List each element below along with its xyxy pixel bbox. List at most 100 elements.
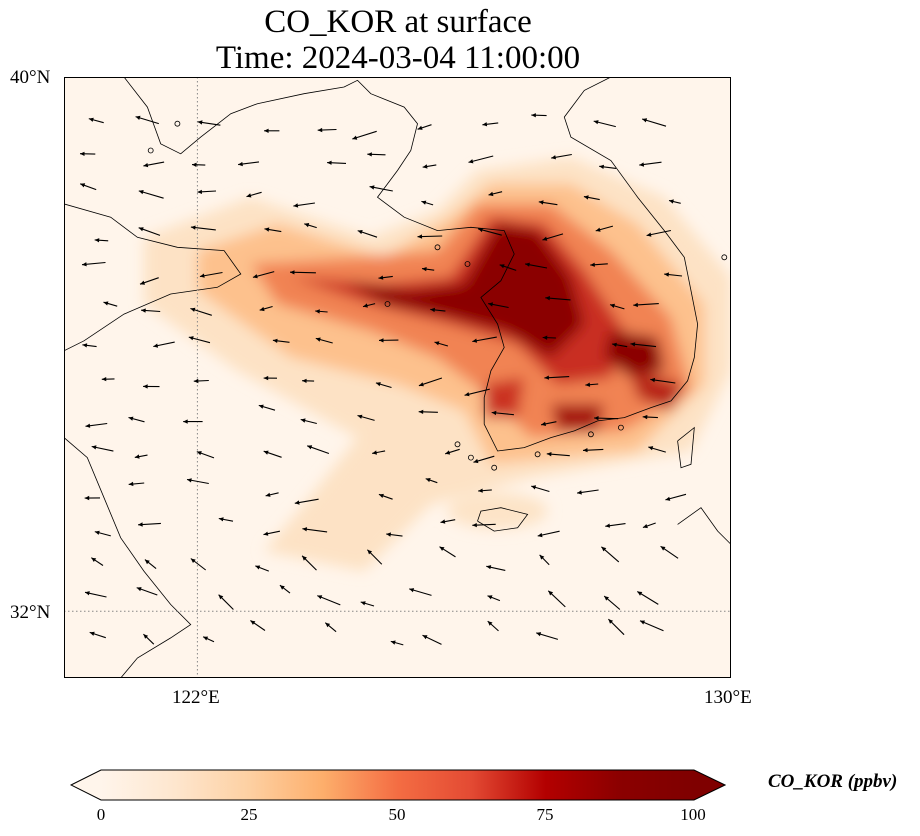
wind-vector — [264, 128, 280, 133]
co-concentration-region — [550, 404, 605, 431]
wind-vector — [141, 308, 161, 313]
wind-vector — [197, 189, 217, 194]
island — [491, 464, 498, 471]
wind-vector — [539, 554, 550, 566]
coastline — [64, 437, 192, 678]
wind-vector — [143, 161, 165, 168]
wind-vector — [186, 478, 209, 485]
wind-vector — [537, 530, 560, 538]
wind-vector — [440, 519, 456, 524]
wind-vector — [545, 296, 571, 301]
wind-vector — [540, 421, 557, 426]
colorbar-extend-low — [71, 770, 101, 800]
wind-vector — [263, 450, 282, 458]
wind-vector — [128, 481, 145, 487]
wind-vector — [246, 191, 262, 198]
wind-vector — [630, 342, 657, 348]
wind-vector — [422, 634, 442, 645]
wind-vector — [665, 493, 687, 501]
wind-vector — [315, 337, 333, 344]
wind-vector — [582, 448, 604, 453]
wind-vector — [135, 115, 159, 125]
wind-vector — [197, 120, 221, 126]
wind-vector — [390, 640, 404, 646]
wind-vector — [477, 227, 502, 236]
wind-vector — [193, 378, 209, 384]
wind-vector — [488, 302, 509, 309]
wind-vector — [90, 557, 104, 566]
wind-vector — [660, 545, 679, 559]
wind-vector — [199, 271, 223, 278]
map-frame — [64, 77, 731, 678]
wind-vector — [367, 152, 386, 157]
coastline — [677, 426, 695, 469]
wind-vector — [487, 620, 499, 632]
wind-vector — [536, 632, 559, 640]
wind-vector — [612, 342, 628, 348]
wind-vector — [434, 341, 449, 347]
wind-vector — [422, 164, 437, 169]
wind-vector — [134, 454, 148, 459]
wind-vector — [250, 620, 266, 631]
wind-vector — [639, 620, 664, 632]
wind-vector — [153, 341, 175, 348]
lat-tick-label: 40°N — [10, 67, 51, 88]
wind-vector — [599, 164, 617, 169]
wind-vector — [301, 555, 317, 571]
wind-vector — [252, 271, 275, 279]
wind-vector — [85, 422, 108, 428]
wind-vector — [583, 195, 600, 201]
wind-vector — [585, 382, 599, 387]
wind-vector — [94, 530, 111, 537]
wind-vector — [138, 522, 161, 527]
wind-vector — [88, 117, 104, 124]
wind-vector — [668, 199, 681, 204]
lon-tick-label: 122°E — [172, 687, 220, 708]
wind-vector — [491, 410, 514, 416]
wind-vector — [81, 261, 106, 267]
wind-vector — [378, 275, 393, 280]
wind-vector — [144, 559, 157, 570]
co-concentration-region — [604, 330, 665, 378]
wind-vector — [378, 493, 393, 500]
wind-vector — [664, 272, 683, 277]
wind-vector — [418, 409, 438, 414]
wind-vector — [255, 565, 269, 572]
wind-vector — [89, 631, 106, 639]
wind-vector — [417, 234, 443, 239]
wind-vector — [551, 153, 572, 160]
wind-vector — [264, 227, 282, 233]
wind-vector — [289, 270, 316, 275]
wind-vector — [196, 451, 215, 459]
wind-vector — [544, 375, 570, 380]
island — [588, 431, 594, 438]
wind-vector — [538, 200, 558, 206]
wind-vector — [327, 160, 347, 165]
wind-vector — [372, 450, 386, 455]
island — [454, 441, 461, 448]
wind-vector — [542, 335, 556, 340]
island — [467, 454, 474, 461]
wind-vector — [409, 588, 432, 596]
wind-vector — [421, 200, 434, 206]
wind-vector — [648, 446, 666, 453]
wind-vector — [472, 336, 497, 343]
island — [721, 254, 728, 261]
wind-vector — [190, 558, 207, 571]
colorbar — [70, 769, 726, 801]
wind-vector — [101, 377, 115, 382]
wind-vector — [367, 549, 383, 565]
colorbar-gradient — [101, 770, 694, 800]
wind-vector — [191, 162, 206, 167]
coastline — [477, 507, 529, 532]
coastline — [677, 507, 731, 545]
wind-vector — [304, 223, 317, 229]
wind-vector — [445, 448, 460, 455]
colorbar-tick: 75 — [536, 805, 554, 824]
wind-vector — [307, 445, 330, 455]
co-concentration-field — [144, 157, 731, 572]
wind-vector — [324, 622, 337, 633]
coastlines — [64, 77, 731, 678]
wind-vector — [190, 307, 212, 316]
wind-vector — [352, 130, 377, 140]
